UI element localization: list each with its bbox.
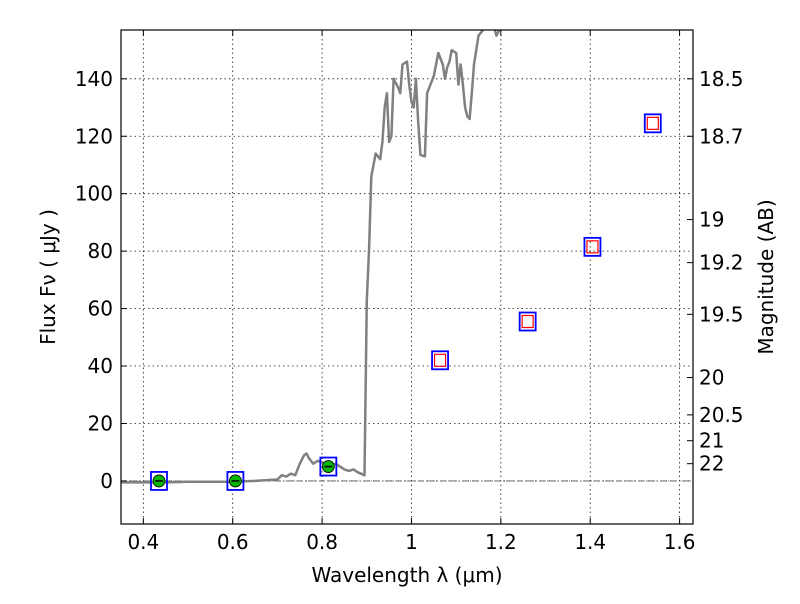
y-tick-label: 100	[75, 182, 113, 206]
model-flux-marker	[643, 113, 662, 134]
mag-tick-label: 19.2	[699, 251, 744, 275]
mag-tick-label: 18.5	[699, 67, 744, 91]
model-flux-marker	[150, 471, 168, 491]
x-tick-label: 1.6	[664, 530, 696, 554]
axis-ticks: 0.4 0.6 0.8 1 1.2 1.4 1.6 0 20 40 60 80 100 120 140 18.…	[75, 30, 744, 554]
model-flux-marker	[518, 311, 537, 332]
y-tick-label: 20	[88, 411, 113, 435]
mag-tick-label: 21	[699, 429, 724, 453]
model-flux-marker	[431, 350, 449, 371]
spectrum-line	[121, 30, 501, 484]
x-tick-label: 0.4	[127, 530, 159, 554]
data-layer	[121, 30, 662, 491]
model-flux-marker	[319, 456, 338, 477]
upper-limit-marker	[586, 240, 599, 254]
mag-tick-label: 20	[699, 366, 724, 390]
mag-tick-label: 19	[699, 208, 724, 232]
x-tick-label: 1	[405, 530, 418, 554]
y-axis-label: Flux Fν ( μJy )	[36, 209, 60, 345]
mag-tick-label: 19.5	[699, 302, 744, 326]
upper-limit-marker	[433, 353, 447, 367]
x-tick-label: 0.6	[217, 530, 249, 554]
x-tick-label: 1.2	[485, 530, 517, 554]
upper-limit-marker	[521, 314, 534, 329]
mag-tick-label: 22	[699, 452, 724, 476]
y-tick-label: 40	[88, 354, 113, 378]
model-flux-marker	[583, 236, 602, 257]
upper-limit-marker	[646, 116, 659, 130]
y-tick-label: 120	[75, 124, 113, 148]
model-flux-marker	[226, 471, 245, 491]
y-tick-label: 140	[75, 67, 113, 91]
x-tick-label: 1.4	[574, 530, 606, 554]
mag-tick-label: 20.5	[699, 403, 744, 427]
plot-frame	[120, 29, 694, 525]
y-tick-label: 60	[88, 297, 113, 321]
y-axis-right-label: Magnitude (AB)	[754, 199, 778, 354]
y-tick-label: 0	[100, 469, 113, 493]
x-tick-label: 0.8	[306, 530, 338, 554]
mag-tick-label: 18.7	[699, 124, 744, 148]
x-axis-label: Wavelength λ (μm)	[311, 563, 502, 587]
y-tick-label: 80	[88, 239, 113, 263]
